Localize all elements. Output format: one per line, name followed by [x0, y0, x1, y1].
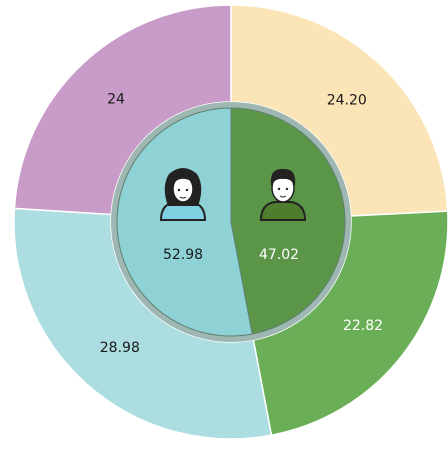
- slice-label: 52.98: [163, 247, 203, 263]
- slice-label: 22.82: [343, 318, 383, 334]
- pie-slice: [230, 107, 346, 335]
- marks: [13, 4, 448, 440]
- pie-slice: [116, 107, 253, 337]
- female-icon: [159, 168, 207, 221]
- slice-label: 24: [107, 92, 125, 108]
- slice-label: 28.98: [100, 340, 140, 356]
- labels: 24.20 22.82 28.98 24 47.02 52.98: [100, 92, 383, 356]
- slice-label: 24.20: [327, 92, 367, 108]
- icons: [159, 168, 307, 221]
- slice-label: 47.02: [259, 247, 299, 263]
- male-icon: [259, 168, 307, 221]
